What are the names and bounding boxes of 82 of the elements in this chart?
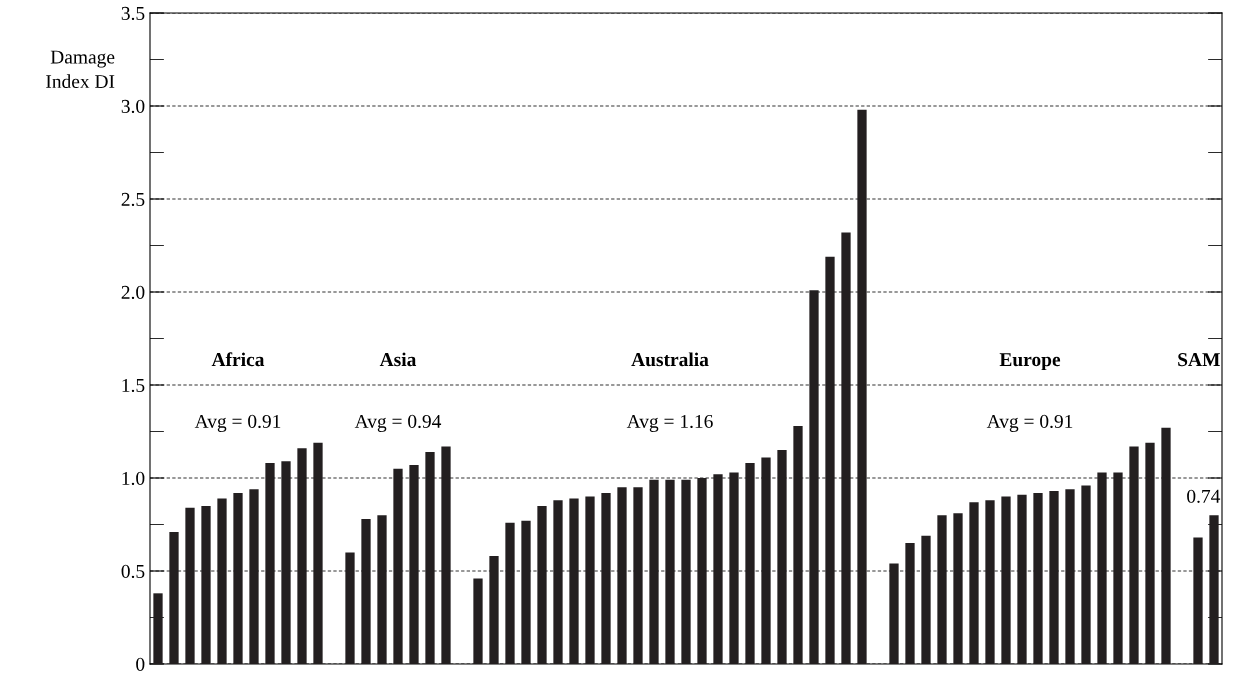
bar: [585, 496, 595, 664]
bar: [1001, 496, 1011, 664]
bar: [425, 451, 435, 664]
bar: [761, 457, 771, 664]
bar: [697, 478, 707, 664]
bar: [297, 448, 307, 664]
y-tick-label: 3.0: [121, 99, 145, 114]
annotation: Avg = 0.91: [194, 414, 281, 432]
y-tick-label: 2.5: [121, 192, 145, 207]
bar: [153, 593, 163, 664]
bar: [665, 479, 675, 664]
bar: [1209, 515, 1219, 664]
annotation: Avg = 0.91: [986, 414, 1073, 432]
bar: [985, 500, 995, 664]
bar: [1097, 472, 1107, 664]
bar: [905, 543, 915, 664]
bar: [281, 461, 291, 664]
bar: [217, 498, 227, 664]
bar: [1081, 485, 1091, 664]
y-tick-label: 0.5: [121, 564, 145, 579]
bar: [345, 552, 355, 664]
bar: [809, 290, 819, 664]
annotation: SAM: [1178, 353, 1220, 367]
annotation: Asia: [379, 352, 417, 367]
bar: [777, 450, 787, 664]
bar: [793, 425, 803, 664]
bar: [489, 556, 499, 664]
bar: [313, 442, 323, 664]
bar: [745, 463, 755, 664]
bar: [713, 474, 723, 664]
bar: [249, 489, 259, 664]
bar: [921, 535, 931, 664]
bar: [841, 232, 851, 664]
bar: [553, 500, 563, 664]
bar: [969, 502, 979, 664]
bar: [521, 520, 531, 664]
annotation: Australia: [631, 352, 709, 367]
y-tick-label: 0: [136, 657, 145, 671]
bar: [617, 487, 627, 664]
bar: [857, 109, 867, 664]
annotation: Avg = 0.94: [354, 414, 442, 432]
y-tick-label: 2.0: [121, 285, 145, 300]
bar: [185, 507, 195, 664]
bar: [441, 446, 451, 664]
annotation: Europe: [999, 353, 1061, 371]
bar: [937, 515, 947, 664]
bar: [377, 515, 387, 664]
bar: [729, 472, 739, 664]
bar: [393, 468, 403, 664]
bar: [569, 498, 579, 664]
bar: [1129, 446, 1139, 664]
bar: [1161, 427, 1171, 664]
bar: [1113, 472, 1123, 664]
bar: [1049, 491, 1059, 664]
bar: [889, 563, 899, 664]
bar: [201, 505, 211, 664]
bar: [681, 479, 691, 664]
bar: [1033, 492, 1043, 664]
y-tick-label: 3.5: [121, 6, 145, 21]
y-tick-label: 1.5: [122, 378, 145, 393]
bar: [233, 492, 243, 664]
y-tick-label: 1.0: [122, 471, 145, 486]
annotation: 0.74: [1187, 489, 1221, 503]
bar: [537, 505, 547, 664]
annotation: Africa: [211, 352, 265, 367]
bar: [169, 531, 179, 664]
bar: [953, 513, 963, 664]
bar: [1065, 489, 1075, 664]
bar: [633, 487, 643, 664]
bar: [825, 256, 835, 664]
bar: [505, 522, 515, 664]
bar: [1145, 442, 1155, 664]
bar: [601, 492, 611, 664]
bar: [361, 518, 371, 664]
bar: [1193, 537, 1203, 664]
bar: [473, 578, 483, 664]
bar: [265, 463, 275, 664]
annotation: Avg = 1.16: [626, 414, 713, 432]
bar: [409, 464, 419, 664]
bar: [1017, 494, 1027, 664]
bar: [649, 479, 659, 664]
y-axis-title: Damage Index DI: [46, 50, 115, 89]
